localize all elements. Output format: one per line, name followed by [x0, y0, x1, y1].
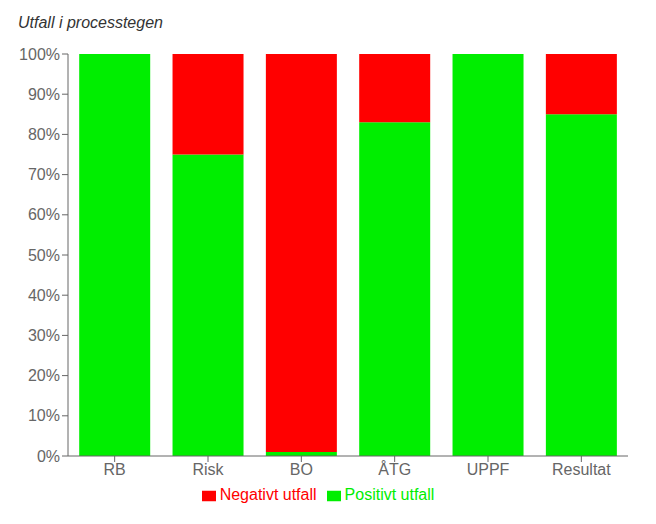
html-text:Utfall i processtegen: Utfall i processtegen — [18, 14, 163, 31]
svg-text:100%: 100% — [19, 46, 60, 63]
svg-text:10%: 10% — [28, 407, 60, 424]
svg-text:50%: 50% — [28, 247, 60, 264]
svg-text:60%: 60% — [28, 206, 60, 223]
svg-text:20%: 20% — [28, 367, 60, 384]
svg-text:80%: 80% — [28, 126, 60, 143]
html-text:Negativt utfall: Negativt utfall — [219, 486, 317, 503]
svg-text:BO: BO — [290, 461, 313, 478]
svg-text:70%: 70% — [28, 166, 60, 183]
svg-text:Risk: Risk — [192, 461, 224, 478]
svg-text:40%: 40% — [28, 287, 60, 304]
svg-text:90%: 90% — [28, 86, 60, 103]
svg-text:30%: 30% — [28, 327, 60, 344]
svg-text:0%: 0% — [37, 448, 60, 465]
svg-text:Resultat: Resultat — [552, 461, 611, 478]
svg-text:UPPF: UPPF — [467, 461, 510, 478]
svg-text:ÅTG: ÅTG — [378, 460, 411, 478]
html-text:Positivt utfall: Positivt utfall — [344, 486, 435, 503]
svg-text:RB: RB — [104, 461, 126, 478]
